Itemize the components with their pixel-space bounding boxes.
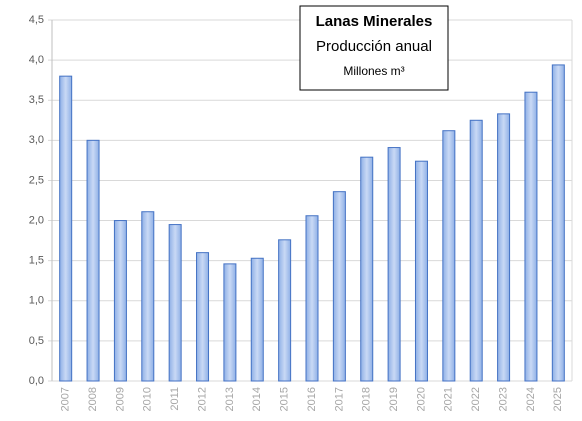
bar xyxy=(223,263,237,382)
bar xyxy=(141,211,155,382)
x-tick-label: 2009 xyxy=(114,387,126,411)
x-tick-label: 2019 xyxy=(388,387,400,411)
bar xyxy=(332,191,346,382)
y-tick-label: 0,0 xyxy=(29,375,44,387)
x-tick-label: 2011 xyxy=(169,387,181,411)
bar xyxy=(551,64,565,382)
bar xyxy=(305,215,319,382)
bar xyxy=(196,252,210,382)
x-tick-label: 2014 xyxy=(251,387,263,411)
bar xyxy=(442,130,456,382)
x-tick-label: 2024 xyxy=(525,387,537,411)
bar xyxy=(414,160,428,382)
bar xyxy=(387,147,401,382)
x-tick-label: 2007 xyxy=(60,387,72,411)
x-tick-label: 2021 xyxy=(443,387,455,411)
chart-subtitle: Producción anual xyxy=(316,38,432,55)
x-tick-label: 2020 xyxy=(415,387,427,411)
y-tick-label: 0,5 xyxy=(29,335,44,347)
y-tick-label: 1,0 xyxy=(29,295,44,307)
bar xyxy=(469,119,483,382)
chart-title: Lanas Minerales xyxy=(316,13,433,30)
bar xyxy=(59,75,73,382)
x-tick-label: 2008 xyxy=(87,387,99,411)
x-tick-label: 2010 xyxy=(142,387,154,411)
title-box xyxy=(299,5,449,91)
x-tick-label: 2022 xyxy=(470,387,482,411)
bar xyxy=(113,220,127,382)
x-tick-label: 2015 xyxy=(279,387,291,411)
y-tick-label: 2,5 xyxy=(29,174,44,186)
bar xyxy=(86,139,100,382)
x-tick-label: 2012 xyxy=(196,387,208,411)
y-tick-label: 4,5 xyxy=(29,14,44,26)
y-tick-label: 3,5 xyxy=(29,94,44,106)
x-tick-label: 2017 xyxy=(333,387,345,411)
bar xyxy=(497,113,511,382)
x-tick-label: 2016 xyxy=(306,387,318,411)
bar xyxy=(250,257,264,382)
y-tick-label: 4,0 xyxy=(29,54,44,66)
bar xyxy=(524,91,538,382)
bar xyxy=(360,156,374,382)
x-tick-label: 2013 xyxy=(224,387,236,411)
y-tick-label: 2,0 xyxy=(29,214,44,226)
unit-label: Millones m³ xyxy=(343,64,404,78)
y-tick-label: 3,0 xyxy=(29,134,44,146)
y-tick-label: 1,5 xyxy=(29,255,44,267)
x-tick-label: 2025 xyxy=(552,387,564,411)
bar xyxy=(278,239,292,382)
x-tick-label: 2018 xyxy=(361,387,373,411)
x-tick-label: 2023 xyxy=(497,387,509,411)
bar xyxy=(168,224,182,382)
